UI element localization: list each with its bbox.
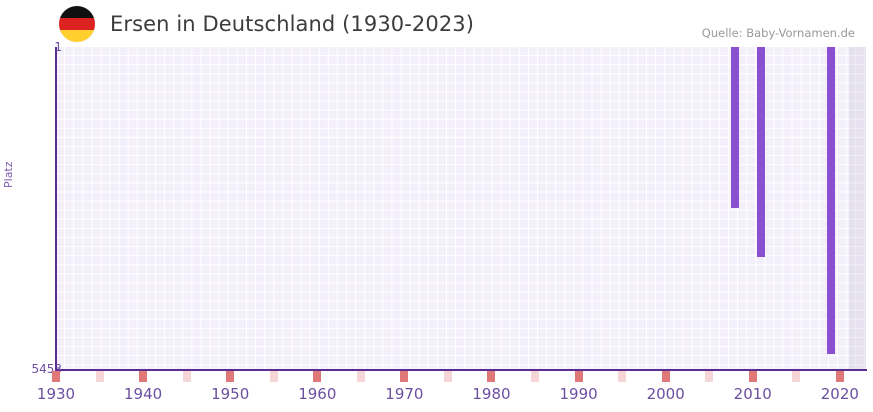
x-tick-mark-1945 xyxy=(182,371,191,382)
x-tick-mark-1995 xyxy=(618,371,627,382)
page-title: Ersen in Deutschland (1930-2023) xyxy=(110,12,475,36)
x-tick-mark-1950 xyxy=(226,371,235,382)
bar-2019 xyxy=(827,47,836,355)
x-tick-mark-1940 xyxy=(139,371,148,382)
x-axis-line xyxy=(55,369,867,371)
x-axis-tick-label-1930: 1930 xyxy=(36,385,76,403)
x-tick-mark-1930 xyxy=(52,371,60,382)
x-axis-tick-label-2020: 2020 xyxy=(820,385,859,403)
bar-2008 xyxy=(731,47,740,209)
shaded-future-region xyxy=(848,47,866,369)
x-tick-mark-2020 xyxy=(835,371,844,382)
y-axis-title: Platz xyxy=(2,161,15,188)
x-tick-mark-1935 xyxy=(95,371,104,382)
x-tick-mark-2015 xyxy=(792,371,801,382)
y-axis-line xyxy=(55,47,57,370)
flag-stripe-gold xyxy=(59,30,95,42)
x-tick-mark-1975 xyxy=(443,371,452,382)
x-tick-mark-1955 xyxy=(269,371,278,382)
x-axis-tick-label-1950: 1950 xyxy=(211,385,250,403)
x-axis-tick-label-2000: 2000 xyxy=(646,385,685,403)
flag-stripe-black xyxy=(59,6,95,18)
y-axis-tick-label-top: 1 xyxy=(54,40,62,54)
bar-2011 xyxy=(757,47,766,258)
x-axis-tick-label-1970: 1970 xyxy=(385,385,424,403)
x-tick-mark-1980 xyxy=(487,371,496,382)
x-tick-mark-1965 xyxy=(356,371,365,382)
german-flag-icon xyxy=(59,6,95,42)
source-attribution: Quelle: Baby-Vornamen.de xyxy=(701,26,855,40)
x-tick-mark-2010 xyxy=(748,371,757,382)
x-tick-mark-1985 xyxy=(531,371,540,382)
flag-stripe-red xyxy=(59,18,95,30)
x-axis-tick-label-1980: 1980 xyxy=(472,385,511,403)
x-tick-mark-2005 xyxy=(705,371,714,382)
x-axis-tick-label-1940: 1940 xyxy=(124,385,163,403)
x-axis-tick-label-1990: 1990 xyxy=(559,385,598,403)
x-axis-tick-label-1960: 1960 xyxy=(298,385,337,403)
chart-plot-area xyxy=(56,47,866,369)
chart-header: Ersen in Deutschland (1930-2023) Quelle:… xyxy=(0,0,873,46)
x-axis-tick-label-2010: 2010 xyxy=(733,385,772,403)
x-tick-mark-1990 xyxy=(574,371,583,382)
x-tick-mark-1970 xyxy=(400,371,409,382)
x-tick-mark-1960 xyxy=(313,371,322,382)
x-tick-mark-2000 xyxy=(661,371,670,382)
